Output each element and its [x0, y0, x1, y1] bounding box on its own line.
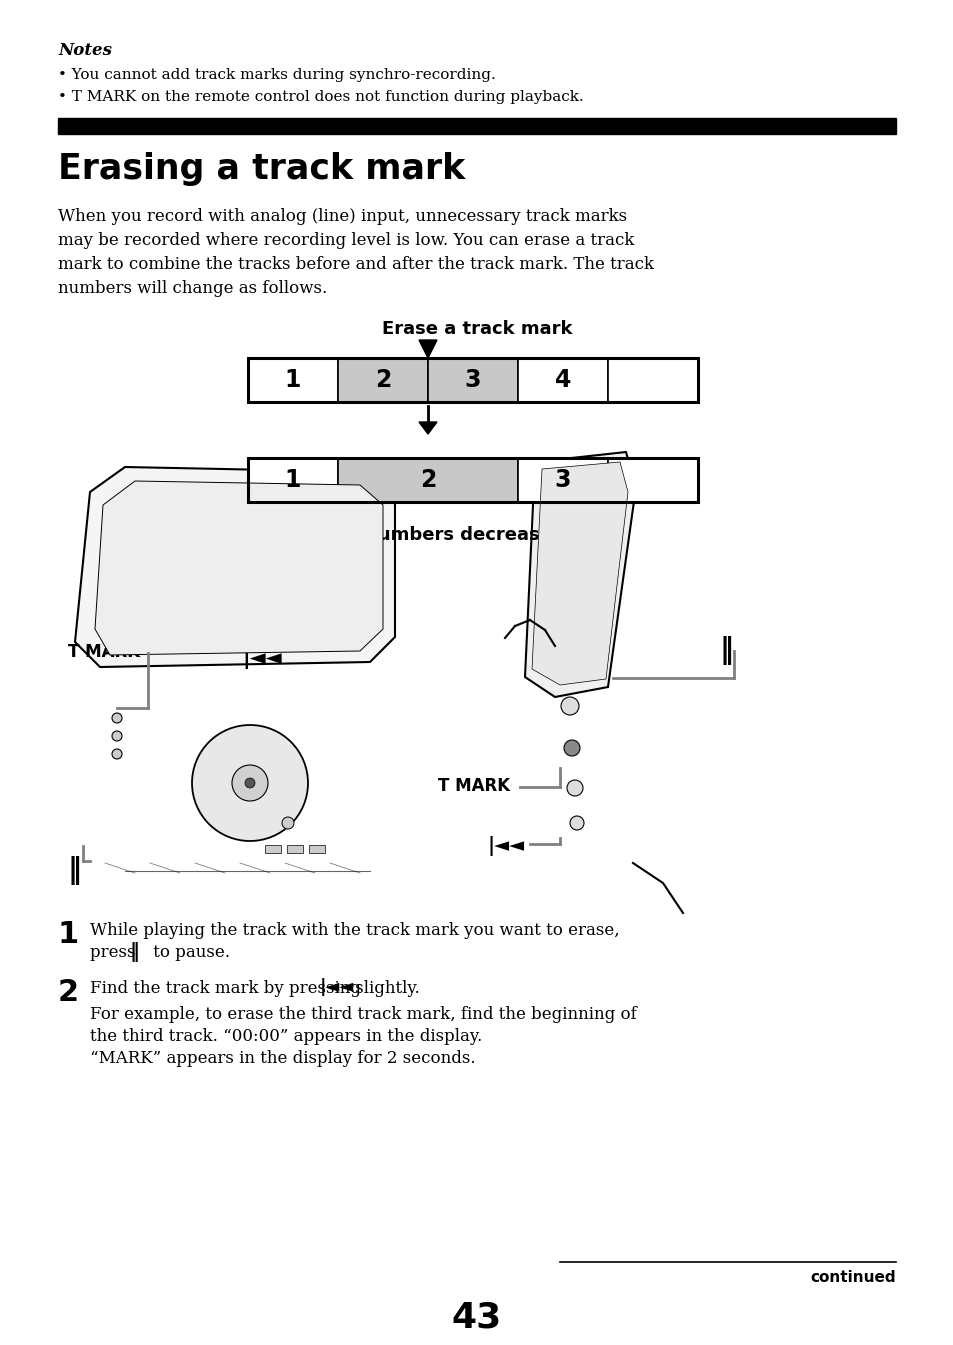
Text: press: press [90, 944, 141, 960]
Text: 2: 2 [375, 369, 391, 391]
Bar [248, 459, 337, 502]
Text: T MARK: T MARK [68, 643, 140, 660]
Circle shape [192, 725, 308, 841]
Text: Notes: Notes [58, 42, 112, 59]
Circle shape [566, 780, 582, 796]
Bar [517, 358, 607, 402]
Text: 4: 4 [555, 369, 571, 391]
Circle shape [112, 730, 122, 741]
Bar [248, 358, 698, 402]
Circle shape [569, 816, 583, 830]
Text: 2: 2 [58, 978, 79, 1007]
Bar [517, 459, 607, 502]
Circle shape [282, 816, 294, 829]
Text: the third track. “00:00” appears in the display.: the third track. “00:00” appears in the … [90, 1028, 482, 1045]
Polygon shape [75, 467, 395, 667]
Bar [607, 358, 698, 402]
Text: Find the track mark by pressing: Find the track mark by pressing [90, 981, 366, 997]
Text: Erasing a track mark: Erasing a track mark [58, 152, 465, 186]
Text: 43: 43 [452, 1301, 501, 1334]
Text: 3: 3 [554, 468, 571, 492]
Text: Erase a track mark: Erase a track mark [381, 320, 572, 338]
Text: slightly.: slightly. [350, 981, 419, 997]
Circle shape [245, 777, 254, 788]
Text: “MARK” appears in the display for 2 seconds.: “MARK” appears in the display for 2 seco… [90, 1050, 476, 1067]
Text: 2: 2 [419, 468, 436, 492]
Bar [337, 459, 517, 502]
Text: ‖: ‖ [130, 941, 139, 962]
Text: 3: 3 [464, 369, 480, 391]
Bar [265, 845, 281, 853]
Text: |◄◄: |◄◄ [242, 648, 281, 668]
Text: 1: 1 [285, 468, 301, 492]
Circle shape [560, 697, 578, 716]
Bar [248, 459, 698, 502]
Polygon shape [532, 461, 627, 685]
Text: ‖: ‖ [68, 855, 82, 885]
Bar [607, 459, 698, 502]
Text: 1: 1 [58, 920, 79, 950]
Bar [428, 358, 517, 402]
Text: |◄◄: |◄◄ [319, 978, 354, 997]
Circle shape [112, 749, 122, 759]
Text: T MARK: T MARK [437, 777, 510, 795]
Circle shape [563, 740, 579, 756]
Text: ‖: ‖ [720, 636, 733, 664]
Text: For example, to erase the third track mark, find the beginning of: For example, to erase the third track ma… [90, 1006, 636, 1024]
Text: • You cannot add track marks during synchro-recording.: • You cannot add track marks during sync… [58, 69, 496, 82]
Text: numbers will change as follows.: numbers will change as follows. [58, 280, 327, 297]
Polygon shape [524, 452, 636, 697]
Text: While playing the track with the track mark you want to erase,: While playing the track with the track m… [90, 923, 619, 939]
Polygon shape [418, 340, 436, 358]
Text: When you record with analog (line) input, unnecessary track marks: When you record with analog (line) input… [58, 208, 626, 225]
Circle shape [112, 713, 122, 724]
Text: mark to combine the tracks before and after the track mark. The track: mark to combine the tracks before and af… [58, 256, 654, 273]
Polygon shape [95, 482, 382, 655]
Text: continued: continued [809, 1270, 895, 1284]
Text: |◄◄: |◄◄ [488, 837, 524, 855]
Bar [337, 358, 428, 402]
Text: • T MARK on the remote control does not function during playback.: • T MARK on the remote control does not … [58, 90, 583, 104]
Text: 1: 1 [285, 369, 301, 391]
Text: Track numbers decrease: Track numbers decrease [304, 526, 551, 543]
Text: to pause.: to pause. [148, 944, 230, 960]
Bar [309, 845, 325, 853]
Circle shape [232, 765, 268, 802]
Bar [248, 358, 337, 402]
Text: may be recorded where recording level is low. You can erase a track: may be recorded where recording level is… [58, 231, 634, 249]
Bar [287, 845, 303, 853]
Bar [58, 118, 895, 134]
Polygon shape [418, 422, 436, 434]
